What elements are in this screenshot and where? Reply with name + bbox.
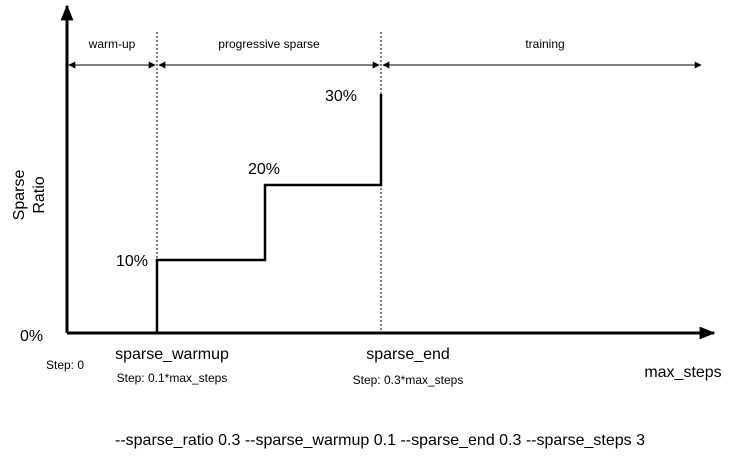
start-step-label: Step: 0 [46, 358, 84, 372]
y-axis-label-line2: Ratio [31, 176, 48, 213]
sparse-end-label: sparse_end [366, 346, 450, 363]
sparse-warmup-step-label: Step: 0.1*max_steps [117, 371, 228, 385]
training-phase-label: training [525, 37, 564, 51]
warmup-phase-label: warm-up [88, 37, 136, 51]
command-line-text: --sparse_ratio 0.3 --sparse_warmup 0.1 -… [115, 432, 645, 449]
y-axis-label-line1: Sparse [11, 170, 28, 221]
max-steps-label: max_steps [644, 364, 721, 381]
sparse-warmup-label: sparse_warmup [115, 346, 229, 363]
level-10-label: 10% [116, 253, 148, 270]
progressive-phase-label: progressive sparse [218, 37, 320, 51]
level-20-label: 20% [248, 161, 280, 178]
sparse-end-step-label: Step: 0.3*max_steps [353, 373, 464, 387]
level-30-label: 30% [325, 88, 357, 105]
sparse-ratio-step-line [155, 94, 383, 333]
y-zero-label: 0% [20, 328, 43, 345]
